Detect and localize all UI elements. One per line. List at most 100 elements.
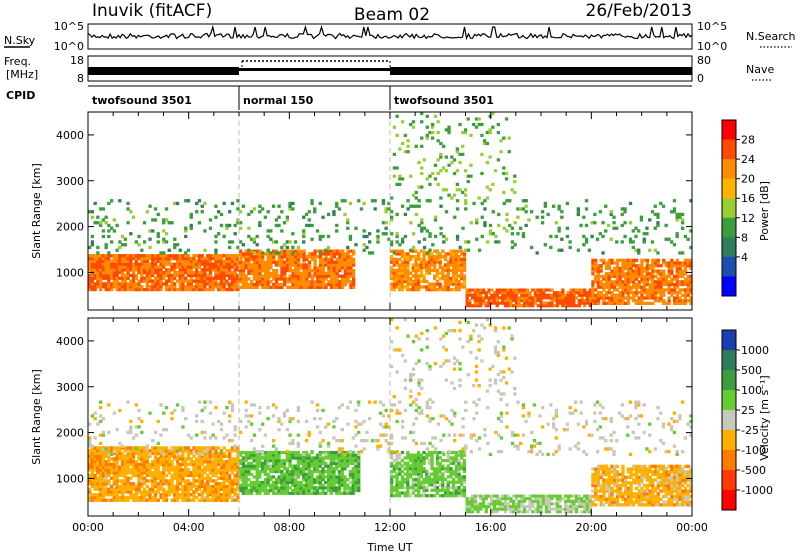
heatmap-cell xyxy=(101,262,105,266)
heatmap-cell xyxy=(178,256,182,261)
heatmap-cell xyxy=(282,486,287,490)
heatmap-cell xyxy=(346,245,350,250)
heatmap-cell xyxy=(557,248,561,252)
heatmap-cell xyxy=(337,459,342,463)
heatmap-cell xyxy=(173,449,177,453)
heatmap-cell xyxy=(621,264,625,268)
heatmap-cell xyxy=(520,304,524,308)
heatmap-cell xyxy=(222,254,226,258)
heatmap-cell xyxy=(192,462,196,467)
heatmap-cell xyxy=(167,468,171,472)
heatmap-cell xyxy=(648,282,652,287)
heatmap-cell xyxy=(428,174,432,178)
heatmap-cell xyxy=(408,467,413,471)
heatmap-cell xyxy=(675,301,679,305)
heatmap-cell xyxy=(476,304,480,308)
heatmap-cell xyxy=(390,461,394,465)
heatmap-cell xyxy=(547,296,551,300)
heatmap-cell xyxy=(591,280,595,284)
heatmap-cell xyxy=(131,273,136,278)
heatmap-cell xyxy=(318,461,322,465)
heatmap-cell xyxy=(291,489,295,493)
heatmap-cell xyxy=(291,271,295,276)
heatmap-cell xyxy=(462,263,467,267)
heatmap-cell xyxy=(544,288,549,292)
heatmap-cell xyxy=(203,273,207,278)
heatmap-cell xyxy=(282,459,287,463)
heatmap-cell xyxy=(110,262,114,266)
heatmap-cell xyxy=(107,276,111,280)
heatmap-cell xyxy=(228,460,232,464)
heatmap-cell xyxy=(266,461,270,465)
heatmap-cell xyxy=(148,285,152,289)
heatmap-cell xyxy=(675,212,679,217)
heatmap-cell xyxy=(411,266,415,270)
heatmap-cell xyxy=(96,498,100,502)
heatmap-cell xyxy=(425,494,429,498)
heatmap-cell xyxy=(626,261,630,265)
heatmap-cell xyxy=(335,464,339,468)
heatmap-cell xyxy=(134,473,138,478)
heatmap-cell xyxy=(425,486,429,490)
heatmap-cell xyxy=(178,454,182,458)
nsky-left-tick-bottom: 10^0 xyxy=(54,40,84,53)
heatmap-cell xyxy=(170,465,174,469)
heatmap-cell xyxy=(305,257,309,262)
heatmap-cell xyxy=(406,475,410,479)
heatmap-cell xyxy=(533,296,538,300)
heatmap-cell xyxy=(299,266,303,270)
heatmap-cell xyxy=(184,276,188,280)
heatmap-cell xyxy=(126,268,130,272)
heatmap-cell xyxy=(250,255,254,259)
heatmap-cell xyxy=(520,296,524,300)
heatmap-cell xyxy=(338,249,342,253)
heatmap-cell xyxy=(686,299,690,303)
heatmap-cell xyxy=(269,237,273,241)
heatmap-cell xyxy=(504,171,509,176)
heatmap-cell xyxy=(664,274,669,278)
heatmap-cell xyxy=(263,285,268,289)
heatmap-cell xyxy=(599,264,603,268)
heatmap-cell xyxy=(131,493,136,497)
heatmap-cell xyxy=(310,486,314,490)
heatmap-cell xyxy=(392,469,396,473)
heatmap-cell xyxy=(181,273,185,278)
heatmap-cell xyxy=(236,259,240,263)
heatmap-cell xyxy=(214,462,218,467)
heatmap-cell xyxy=(659,299,663,303)
heatmap-cell xyxy=(435,464,440,468)
heatmap-cell xyxy=(462,477,467,482)
heatmap-cell xyxy=(250,252,254,256)
heatmap-cell xyxy=(443,491,448,495)
heatmap-cell xyxy=(637,264,641,268)
heatmap-cell xyxy=(403,260,407,264)
heatmap-cell xyxy=(219,276,224,280)
heatmap-cell xyxy=(167,248,171,252)
heatmap-cell xyxy=(99,259,103,263)
heatmap-cell xyxy=(392,279,396,284)
heatmap-cell xyxy=(452,483,456,487)
heatmap-cell xyxy=(142,221,147,225)
heatmap-cell xyxy=(244,249,248,253)
heatmap-cell xyxy=(528,291,532,295)
heatmap-cell xyxy=(645,282,649,287)
heatmap-cell xyxy=(310,472,314,476)
heatmap-cell xyxy=(681,221,685,225)
heatmap-cell xyxy=(340,478,344,482)
heatmap-cell xyxy=(164,232,169,236)
heatmap-cell xyxy=(667,288,671,292)
heatmap-cell xyxy=(330,271,334,276)
heatmap-cell xyxy=(285,459,289,463)
heatmap-cell xyxy=(443,279,448,284)
heatmap-cell xyxy=(93,276,97,280)
heatmap-cell xyxy=(460,475,464,479)
heatmap-cell xyxy=(330,277,334,281)
heatmap-cell xyxy=(479,288,483,292)
heatmap-cell xyxy=(443,494,448,498)
heatmap-cell xyxy=(120,473,125,478)
heatmap-cell xyxy=(591,288,595,292)
heatmap-cell xyxy=(455,169,459,173)
heatmap-cell xyxy=(247,212,251,217)
heatmap-cell xyxy=(395,279,399,284)
heatmap-cell xyxy=(346,461,350,465)
